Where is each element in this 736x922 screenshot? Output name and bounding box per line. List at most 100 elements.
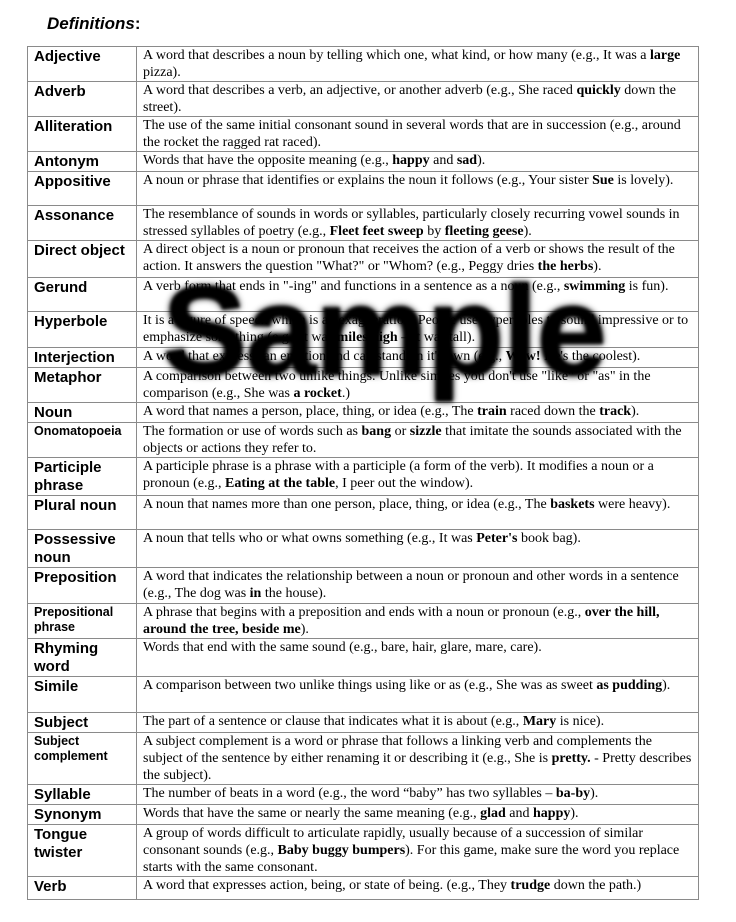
definition-text: The part of a sentence or clause that in… [143,714,523,729]
example-bold-text: track [599,404,632,419]
definition-row: Plural noun A noun that names more than o… [27,495,699,530]
example-bold-text: Sue [592,173,614,188]
definition-text: ). [300,622,309,637]
example-bold-text: sizzle [409,424,442,439]
definition-row: Assonance The resemblance of sounds in wo… [27,205,699,241]
definition-row: Adverb A word that describes a verb, an a… [27,81,699,117]
definition-text: .) [341,386,350,401]
definition-row: Participle phrase A participle phrase is … [27,457,699,496]
definition-text: ). [590,786,599,801]
definition-row: Noun A word that names a person, place, t… [27,402,699,423]
definition-text: A verb form that ends in "-ing" and func… [143,279,564,294]
definition-row: Alliteration The use of the same initial … [27,116,699,152]
term-cell: Onomatopoeia [27,422,137,458]
term-cell: Subject [27,712,137,733]
definition-text: A word that names a person, place, thing… [143,404,478,419]
definition-text: ). For this game, make sure the word you… [143,843,680,875]
term-cell: Syllable [27,784,137,805]
definition-text: Words that have the same or nearly the s… [143,806,481,821]
definition-text: The formation or use of words such as [143,424,362,439]
term-cell: Hyperbole [27,311,137,348]
definition-cell: A word that expresses action, being, or … [136,876,699,900]
definition-row: Preposition A word that indicates the rel… [27,567,699,604]
definition-cell: The use of the same initial consonant so… [136,116,699,152]
example-bold-text: Wow! [505,349,541,364]
definition-text: is nice). [556,714,605,729]
definition-row: Onomatopoeia The formation or use of word… [27,422,699,458]
definition-text: book bag). [517,531,581,546]
term-cell: Simile [27,676,137,713]
example-bold-text: swimming [563,279,626,294]
definition-text: that imitate the sounds associated with … [143,424,682,456]
example-bold-text: quickly [576,83,621,98]
definition-text: A participle phrase is a phrase with a p… [143,459,654,491]
definition-text: raced down the [506,404,600,419]
example-bold-text: ba-by [555,786,591,801]
definition-text: A noun that names more than one person, … [143,497,551,512]
term-cell: Synonym [27,804,137,825]
definition-row: Syllable The number of beats in a word (e… [27,784,699,805]
example-bold-text: happy [392,153,430,168]
definition-row: Direct object A direct object is a noun o… [27,240,699,278]
definition-cell: A direct object is a noun or pronoun tha… [136,240,699,278]
definition-cell: A group of words difficult to articulate… [136,824,699,877]
term-cell: Preposition [27,567,137,604]
example-bold-text: as pudding [596,678,663,693]
term-cell: Plural noun [27,495,137,530]
definition-text: were heavy). [594,497,671,512]
example-bold-text: fleeting geese [444,224,524,239]
definition-cell: A word that describes a noun by telling … [136,46,699,82]
definition-text: A word that describes a verb, an adjecti… [143,83,577,98]
definition-text: A word that expresses action, being, or … [143,878,511,893]
definition-row: Simile A comparison between two unlike th… [27,676,699,713]
example-bold-text: miles high [336,330,398,345]
definition-text: the house). [261,586,327,601]
definition-row: Subject complement A subject complement i… [27,732,699,785]
definition-cell: A word that expresss an emotion and can … [136,347,699,368]
definition-cell: Words that have the same or nearly the s… [136,804,699,825]
title-text: Definitions [47,14,135,33]
term-cell: Rhyming word [27,638,137,677]
definition-text: – It was tall). [397,330,476,345]
definition-text: Words that end with the same sound (e.g.… [143,640,542,655]
definition-text: by [423,224,445,239]
definition-text: Words that have the opposite meaning (e.… [143,153,393,168]
term-cell: Alliteration [27,116,137,152]
term-cell: Adverb [27,81,137,117]
term-cell: Metaphor [27,367,137,403]
definition-cell: A noun that tells who or what owns somet… [136,529,699,568]
definition-text: - Pretty describes the subject). [143,751,692,783]
definition-text: A word that expresss an emotion and can … [143,349,506,364]
definition-text: and [505,806,533,821]
definition-row: Rhyming word Words that end with the same… [27,638,699,677]
example-bold-text: Fleet feet sweep [329,224,424,239]
definition-text: ). [631,404,640,419]
example-bold-text: the herbs [537,259,594,274]
example-bold-text: in [249,586,262,601]
term-cell: Participle phrase [27,457,137,496]
title-colon: : [134,14,141,33]
example-bold-text: over the hill, around the tree, beside m… [143,605,660,637]
definition-row: Metaphor A comparison between two unlike … [27,367,699,403]
definition-text: pizza). [143,65,181,80]
definition-row: Hyperbole It is a figure of speech which … [27,311,699,348]
definition-text: A noun or phrase that identifies or expl… [143,173,593,188]
definition-cell: It is a figure of speech which is an exa… [136,311,699,348]
definition-row: Appositive A noun or phrase that identifi… [27,171,699,206]
definition-text: down the street). [143,83,677,115]
example-bold-text: large [650,48,681,63]
definition-cell: A subject complement is a word or phrase… [136,732,699,785]
definition-row: Adjective A word that describes a noun by… [27,46,699,82]
definition-text: A comparison between two unlike things. … [143,369,651,401]
definition-row: Antonym Words that have the opposite mean… [27,151,699,172]
definition-text: ). [662,678,671,693]
definition-cell: A noun that names more than one person, … [136,495,699,530]
definition-text: ). [570,806,579,821]
example-bold-text: glad [480,806,506,821]
example-bold-text: Mary [522,714,557,729]
example-bold-text: a rocket [293,386,342,401]
term-cell: Direct object [27,240,137,278]
term-cell: Antonym [27,151,137,172]
term-cell: Possessive noun [27,529,137,568]
definition-text: ). [477,153,486,168]
